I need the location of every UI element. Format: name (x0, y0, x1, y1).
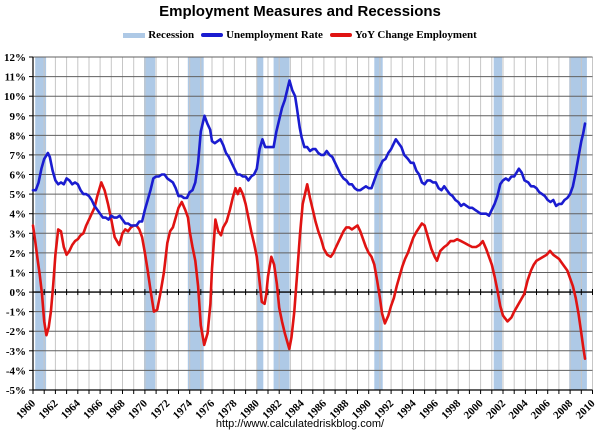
y-tick-label: -1% (6, 307, 26, 319)
legend-item-recession: Recession (123, 29, 194, 41)
horizontal-gridlines (33, 56, 593, 391)
y-tick-label: 12% (4, 52, 26, 64)
y-tick-label: 3% (10, 228, 27, 240)
y-tick-label: 11% (5, 72, 26, 84)
unemployment-line-swatch-icon (201, 33, 224, 37)
recession-bands (35, 57, 587, 390)
y-tick-label: 5% (10, 189, 27, 201)
y-tick-label: 8% (10, 130, 27, 142)
y-tick-label: 10% (4, 91, 26, 103)
legend-item-yoy-employment: YoY Change Employment (329, 29, 477, 41)
recession-band (273, 57, 290, 390)
y-axis-labels: 12% 11% 10% 9% 8% 7% 6% 5% 4% 3% 2% 1% 0% -1% -2% -3% -4… (4, 52, 26, 397)
legend-label-unemployment: Unemployment Rate (226, 29, 323, 41)
yoy-employment-line (31, 181, 587, 361)
yoy-employment-line-swatch-icon (329, 33, 352, 37)
vertical-gridlines (32, 57, 593, 390)
legend-label-yoy-employment: YoY Change Employment (354, 29, 477, 41)
recession-band (144, 57, 156, 390)
recession-band (493, 57, 503, 390)
y-tick-label: -2% (6, 326, 26, 338)
y-tick-label: 1% (10, 268, 27, 280)
y-tick-label: -4% (6, 365, 26, 377)
zero-axis (32, 289, 593, 296)
y-tick-label: -5% (6, 385, 26, 397)
recession-swatch-icon (123, 32, 146, 38)
chart-legend: Recession Unemployment Rate YoY Change E… (0, 29, 600, 41)
recession-band (256, 57, 264, 390)
legend-label-recession: Recession (148, 29, 195, 41)
recession-band (35, 57, 47, 390)
recession-band (374, 57, 383, 390)
y-tick-label: 0% (10, 287, 27, 299)
legend-item-unemployment: Unemployment Rate (201, 29, 323, 41)
recession-band (569, 57, 587, 390)
y-tick-label: -3% (6, 346, 26, 358)
source-url: http://www.calculatedriskblog.com/ (215, 418, 385, 430)
y-tick-label: 9% (10, 111, 27, 123)
chart-title: Employment Measures and Recessions (159, 3, 441, 20)
axes (29, 56, 593, 394)
y-tick-label: 4% (10, 209, 27, 221)
y-tick-label: 6% (10, 170, 27, 182)
y-tick-label: 2% (10, 248, 27, 260)
unemployment-line (31, 79, 587, 227)
y-tick-label: 7% (10, 150, 27, 162)
